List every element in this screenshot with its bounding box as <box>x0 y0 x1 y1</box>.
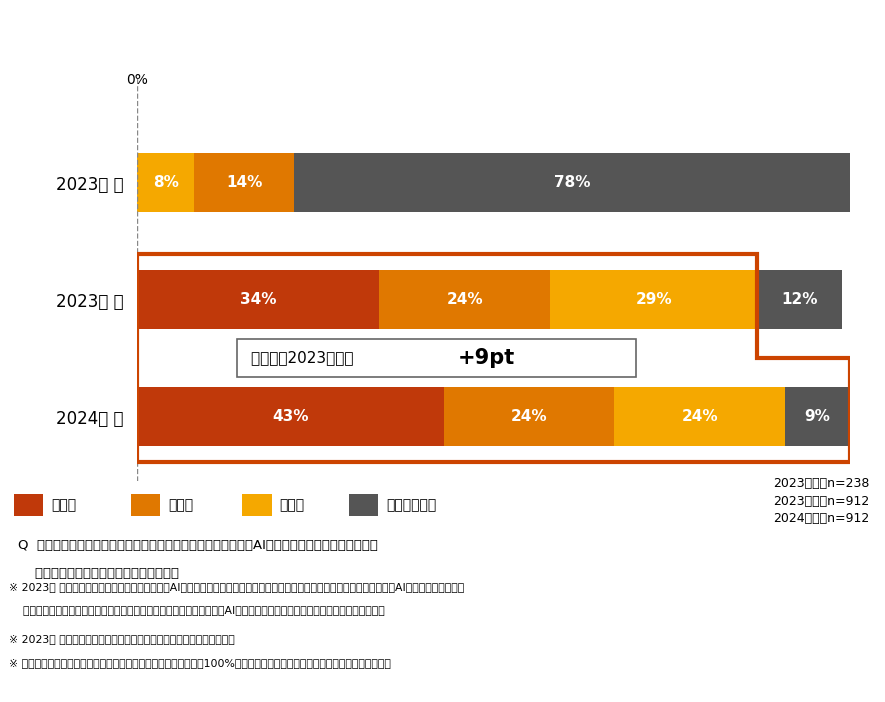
Bar <box>349 494 378 517</box>
Text: 検討中: 検討中 <box>280 498 304 512</box>
Bar <box>757 270 843 329</box>
Bar <box>14 494 43 517</box>
Text: 14%: 14% <box>226 175 262 190</box>
Bar <box>614 388 786 446</box>
Text: 0%: 0% <box>127 72 148 86</box>
Bar <box>786 388 850 446</box>
Bar <box>131 494 160 517</box>
Text: している」と「社外向けには提供していないが、社内業務などで生成AIを活用している」の選択肢がなかったため、無表記: している」と「社外向けには提供していないが、社内業務などで生成AIを活用している… <box>9 605 385 615</box>
Bar <box>550 270 757 329</box>
Bar <box>137 270 380 329</box>
Text: 2023年春：n=238: 2023年春：n=238 <box>773 477 869 490</box>
Text: 24%: 24% <box>511 409 547 424</box>
Text: 12%: 12% <box>781 292 818 307</box>
Text: 24%: 24% <box>681 409 719 424</box>
Text: 未着手・断念: 未着手・断念 <box>386 498 436 512</box>
Bar <box>137 388 443 446</box>
Text: 2023年秋：n=912: 2023年秋：n=912 <box>773 494 869 508</box>
Text: ※ 2023年 春の選択肢の「予算化済み」を「生成AI活用に向けた具体的な案件を推進中」に統合し再集計、「社外向けの生成AI活用サービスを提供: ※ 2023年 春の選択肢の「予算化済み」を「生成AI活用に向けた具体的な案件を… <box>9 581 464 592</box>
Text: 活用中: 活用中 <box>51 498 76 512</box>
Bar <box>380 270 550 329</box>
Text: 24%: 24% <box>447 292 483 307</box>
Text: 2024年春：n=912: 2024年春：n=912 <box>773 512 869 525</box>
Text: 活用中は2023秋から: 活用中は2023秋から <box>251 350 358 366</box>
Text: 最も当てはまるものをお答えください。: 最も当てはまるものをお答えください。 <box>18 567 179 581</box>
Text: ※ 2023年 春の調査結果から今回調査対象と同様の属性に絞って再集計: ※ 2023年 春の調査結果から今回調査対象と同様の属性に絞って再集計 <box>9 635 235 644</box>
Text: 推進中: 推進中 <box>168 498 193 512</box>
Text: 34%: 34% <box>240 292 276 307</box>
Bar <box>194 153 294 212</box>
Text: 29%: 29% <box>635 292 672 307</box>
Text: 78%: 78% <box>553 175 590 190</box>
Text: 43%: 43% <box>272 409 309 424</box>
Text: Q  あなたが働く会社における、社内向けまたは社外向けの生成AI活用検討の推進度合いとして、: Q あなたが働く会社における、社内向けまたは社外向けの生成AI活用検討の推進度合… <box>18 538 377 552</box>
Text: +9pt: +9pt <box>458 348 515 368</box>
Bar <box>137 153 194 212</box>
Text: 9%: 9% <box>804 409 830 424</box>
FancyBboxPatch shape <box>237 339 635 377</box>
Text: 8%: 8% <box>153 175 179 190</box>
Text: 自社の生成AI活用の推進度合い: 自社の生成AI活用の推進度合い <box>337 18 548 42</box>
Text: ※ 整数となるように小数点以下を四捨五入しているため、合計が100%にならない場合があります（以下のグラフ全て同様）: ※ 整数となるように小数点以下を四捨五入しているため、合計が100%にならない場… <box>9 658 390 668</box>
Bar <box>443 388 614 446</box>
Bar <box>294 153 850 212</box>
Bar <box>242 494 272 517</box>
